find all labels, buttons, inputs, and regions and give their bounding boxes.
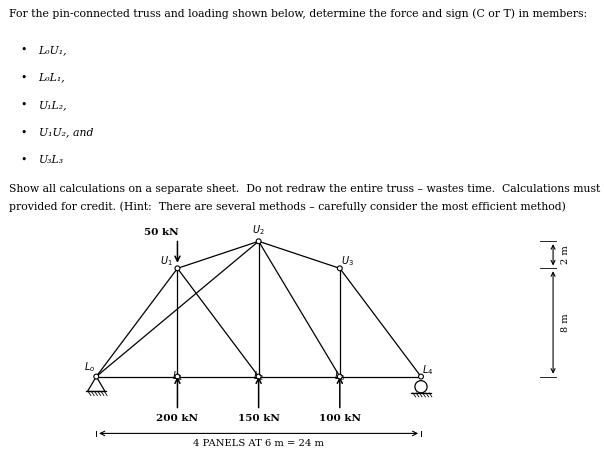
Text: Show all calculations on a separate sheet.  Do not redraw the entire truss – was: Show all calculations on a separate shee…: [9, 184, 604, 194]
Text: 200 kN: 200 kN: [156, 414, 199, 423]
Text: U₁U₂, and: U₁U₂, and: [39, 127, 93, 137]
Text: provided for credit. (Hint:  There are several methods – carefully consider the : provided for credit. (Hint: There are se…: [9, 201, 566, 212]
Text: L₀U₁,: L₀U₁,: [39, 45, 67, 55]
Text: 2 m: 2 m: [561, 245, 570, 264]
Text: $L_2$: $L_2$: [253, 369, 264, 382]
Circle shape: [256, 374, 261, 379]
Text: •: •: [21, 155, 27, 165]
Text: $U_1$: $U_1$: [160, 254, 173, 267]
Text: 150 kN: 150 kN: [238, 414, 280, 423]
Text: U₃L₃: U₃L₃: [39, 155, 63, 165]
Text: $L_1$: $L_1$: [172, 369, 183, 382]
Circle shape: [338, 266, 342, 271]
Text: •: •: [21, 127, 27, 137]
Text: L₀L₁,: L₀L₁,: [39, 73, 65, 83]
Text: $L_4$: $L_4$: [422, 363, 434, 377]
Text: $U_3$: $U_3$: [341, 254, 355, 267]
Text: 8 m: 8 m: [561, 313, 570, 332]
Circle shape: [175, 374, 180, 379]
Text: 4 PANELS AT 6 m = 24 m: 4 PANELS AT 6 m = 24 m: [193, 439, 324, 448]
Circle shape: [338, 374, 342, 379]
Text: $U_2$: $U_2$: [252, 223, 265, 237]
Circle shape: [256, 239, 261, 244]
Text: •: •: [21, 73, 27, 83]
Text: •: •: [21, 100, 27, 110]
Text: For the pin-connected truss and loading shown below, determine the force and sig: For the pin-connected truss and loading …: [9, 9, 587, 19]
Text: 50 kN: 50 kN: [144, 228, 179, 237]
Text: $L_3$: $L_3$: [334, 369, 345, 382]
Circle shape: [94, 374, 98, 379]
Circle shape: [419, 374, 423, 379]
Circle shape: [415, 381, 427, 393]
Text: U₁L₂,: U₁L₂,: [39, 100, 67, 110]
Text: $L_o$: $L_o$: [84, 360, 95, 374]
Circle shape: [175, 266, 180, 271]
Text: 100 kN: 100 kN: [319, 414, 361, 423]
Text: •: •: [21, 45, 27, 55]
